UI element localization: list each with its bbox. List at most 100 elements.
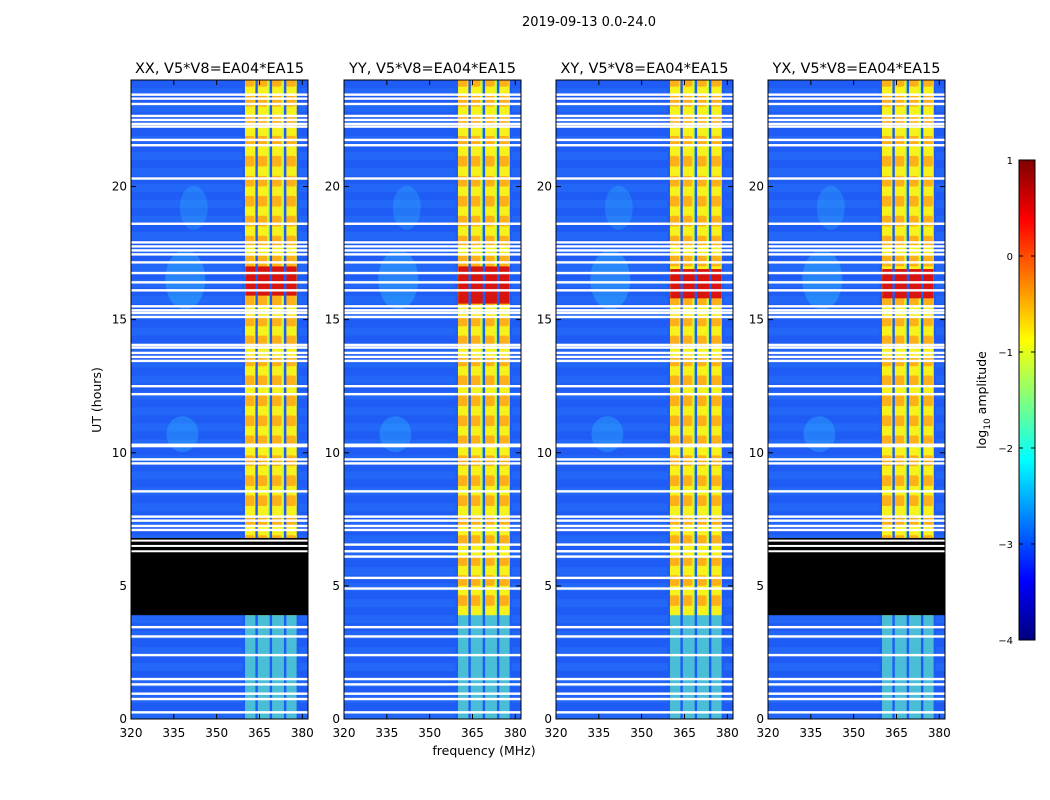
- flagged-row: [556, 683, 733, 686]
- noise-stripe: [131, 87, 308, 96]
- channel-hotspot: [881, 335, 892, 347]
- channel-hotspot: [682, 235, 693, 247]
- channel-hotspot: [894, 255, 905, 267]
- noise-stripe: [768, 359, 945, 368]
- y-tick-label: 20: [537, 180, 552, 194]
- channel-hotspot: [682, 155, 693, 167]
- flagged-row: [556, 289, 733, 292]
- flagged-row: [344, 144, 521, 147]
- y-axis-label: UT (hours): [89, 367, 104, 433]
- flagged-row: [344, 241, 521, 244]
- channel-hotspot: [271, 195, 282, 207]
- channel-gap: [468, 80, 471, 719]
- channel-hotspot: [696, 80, 707, 87]
- flagged-row: [131, 524, 308, 528]
- blocked-region: [131, 537, 308, 616]
- flagged-row: [556, 249, 733, 252]
- channel-hotspot: [710, 80, 721, 87]
- flagged-row: [131, 177, 308, 180]
- y-tick-label: 5: [756, 579, 764, 593]
- channel-hotspot: [470, 415, 481, 427]
- channel-hotspot: [285, 295, 296, 307]
- figure-suptitle: 2019-09-13 0.0-24.0: [522, 15, 656, 30]
- flagged-row: [556, 343, 733, 347]
- flagged-row: [556, 311, 733, 315]
- diffuse-emission: [166, 416, 199, 453]
- flagged-row: [344, 281, 521, 284]
- flagged-row: [768, 355, 945, 359]
- y-tick-label: 10: [112, 446, 127, 460]
- channel-hotspot: [908, 135, 919, 147]
- noise-stripe: [131, 359, 308, 368]
- channel-hotspot: [484, 315, 495, 327]
- channel-hotspot: [881, 395, 892, 407]
- flagged-row: [344, 384, 521, 388]
- channel-gap: [482, 80, 486, 719]
- flagged-row: [556, 281, 733, 284]
- channel-hotspot: [484, 435, 495, 447]
- channel-hotspot: [498, 435, 509, 447]
- flagged-row: [768, 544, 945, 547]
- noise-stripe: [768, 375, 945, 384]
- flagged-row: [131, 550, 308, 553]
- channel-hotspot: [285, 155, 296, 167]
- flagged-row: [556, 692, 733, 695]
- x-tick-label: 320: [757, 726, 780, 740]
- channel-hotspot: [484, 80, 495, 87]
- channel-hotspot: [285, 335, 296, 347]
- flagged-row: [131, 392, 308, 396]
- flagged-row: [556, 245, 733, 248]
- channel-hotspot: [710, 195, 721, 207]
- noise-stripe: [556, 567, 733, 576]
- flagged-row: [556, 271, 733, 275]
- channel-hotspot: [244, 195, 255, 207]
- channel-hotspot: [881, 495, 892, 506]
- flagged-row: [131, 97, 308, 100]
- flagged-row: [344, 528, 521, 532]
- noise-stripe: [344, 663, 521, 672]
- channel-hotspot: [696, 135, 707, 147]
- flagged-row: [131, 311, 308, 315]
- noise-stripe: [344, 599, 521, 608]
- noise-stripe: [556, 247, 733, 256]
- channel-hotspot: [257, 495, 268, 506]
- channel-hotspot: [457, 375, 468, 387]
- channel-hotspot: [682, 535, 693, 546]
- x-tick-label: 320: [545, 726, 568, 740]
- noise-stripe: [556, 311, 733, 320]
- flagged-row: [768, 271, 945, 275]
- flagged-row: [344, 355, 521, 359]
- noise-stripe: [131, 247, 308, 256]
- flagged-row: [131, 544, 308, 547]
- noise-stripe: [131, 423, 308, 432]
- flagged-row: [768, 692, 945, 695]
- noise-stripe: [556, 263, 733, 272]
- channel-hotspot: [470, 395, 481, 407]
- channel-hotspot: [244, 135, 255, 147]
- noise-stripe: [344, 679, 521, 688]
- channel-gap: [933, 80, 937, 719]
- flagged-row: [131, 144, 308, 147]
- flagged-row: [131, 289, 308, 292]
- noise-stripe: [556, 231, 733, 240]
- channel-hotspot: [696, 155, 707, 167]
- noise-stripe: [556, 295, 733, 304]
- flagged-row: [344, 524, 521, 528]
- channel-hotspot: [881, 255, 892, 267]
- channel-hotspot: [271, 495, 282, 506]
- noise-stripe: [344, 583, 521, 592]
- flagged-row: [556, 102, 733, 106]
- channel-hotspot: [696, 375, 707, 387]
- flagged-row: [768, 490, 945, 493]
- channel-hotspot: [894, 80, 905, 87]
- noise-stripe: [556, 375, 733, 384]
- channel-hotspot: [881, 155, 892, 167]
- channel-hotspot: [271, 155, 282, 167]
- channel-hotspot: [682, 555, 693, 566]
- channel-hotspot: [696, 495, 707, 506]
- flagged-row: [556, 697, 733, 701]
- noise-stripe: [131, 391, 308, 400]
- noise-stripe: [768, 87, 945, 96]
- flagged-row: [768, 384, 945, 388]
- channel-hotspot: [669, 235, 680, 247]
